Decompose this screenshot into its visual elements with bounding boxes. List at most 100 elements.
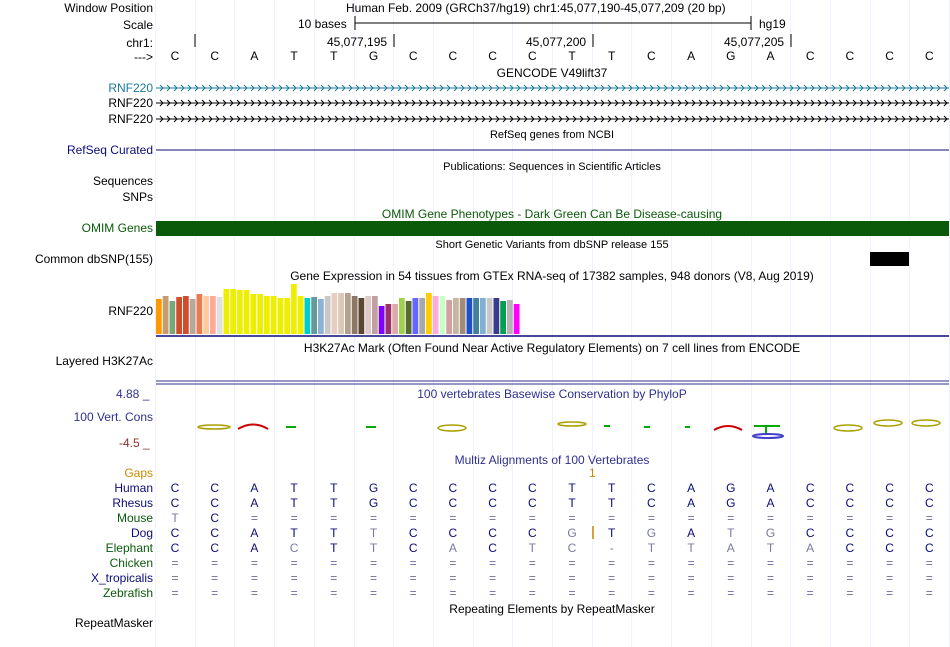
- alignment-base: =: [925, 571, 933, 585]
- gencode-strand-chevron: [614, 99, 619, 107]
- gencode-strand-chevron: [593, 115, 598, 123]
- alignment-base: =: [449, 586, 457, 600]
- gtex-bar-chart[interactable]: [0, 0, 950, 340]
- gencode-strand-chevron: [320, 84, 325, 92]
- gencode-strand-chevron: [467, 115, 472, 123]
- alignment-base: =: [687, 511, 695, 525]
- species-label-mouse[interactable]: Mouse: [116, 511, 153, 525]
- gencode-title: GENCODE V49lift37: [496, 66, 608, 80]
- gencode-strand-chevron: [600, 115, 605, 123]
- h3k27ac-label[interactable]: Layered H3K27Ac: [55, 354, 153, 368]
- gencode-strand-chevron: [873, 99, 878, 107]
- sequence-base: C: [488, 49, 497, 63]
- gencode-strand-chevron: [523, 84, 528, 92]
- gtex-tissue-bar: [311, 297, 317, 334]
- publications-snps-label[interactable]: SNPs: [122, 190, 153, 204]
- species-label-human[interactable]: Human: [114, 481, 153, 495]
- gtex-tissue-bar: [257, 294, 263, 334]
- gencode-strand-chevron: [390, 99, 395, 107]
- alignment-base: C: [408, 526, 418, 540]
- species-label-rhesus[interactable]: Rhesus: [112, 496, 153, 510]
- gtex-tissue-bar: [338, 293, 344, 334]
- alignment-base: =: [528, 586, 536, 600]
- gencode-track-1-label[interactable]: RNF220: [108, 81, 153, 95]
- gtex-tissue-bar: [230, 289, 236, 334]
- coord-1: 45,077,195: [327, 35, 388, 49]
- alignment-base: C: [170, 541, 180, 555]
- alignment-base: A: [726, 541, 735, 555]
- omim-gene-bar[interactable]: [156, 221, 949, 236]
- species-label-dog[interactable]: Dog: [130, 526, 153, 540]
- omim-label[interactable]: OMIM Genes: [81, 221, 153, 235]
- gencode-strand-chevron: [355, 115, 360, 123]
- alignment-base: =: [608, 586, 616, 600]
- gtex-tissue-bar: [358, 298, 365, 334]
- gencode-strand-chevron: [201, 115, 206, 123]
- gencode-strand-chevron: [656, 115, 661, 123]
- species-label-chicken[interactable]: Chicken: [109, 556, 153, 570]
- gencode-strand-chevron: [691, 84, 696, 92]
- phylop-wiggle[interactable]: [0, 0, 950, 450]
- alignment-base: C: [885, 526, 894, 540]
- publications-sequences-label[interactable]: Sequences: [92, 174, 153, 188]
- gencode-strand-chevron: [873, 84, 878, 92]
- gencode-strand-chevron: [740, 115, 745, 123]
- gap-marker: 1: [589, 466, 596, 480]
- dbsnp-label[interactable]: Common dbSNP(155): [34, 252, 153, 266]
- gencode-strand-chevron: [943, 115, 948, 123]
- gencode-strand-chevron: [621, 115, 626, 123]
- gtex-tissue-bar: [264, 296, 270, 334]
- gencode-strand-chevron: [824, 84, 829, 92]
- alignment-base: G: [726, 496, 736, 510]
- gencode-track-3-label[interactable]: RNF220: [108, 112, 153, 126]
- gencode-strand-chevron: [852, 99, 857, 107]
- gencode-strand-chevron: [838, 115, 843, 123]
- alignment-base: =: [211, 586, 219, 600]
- gencode-strand-chevron: [887, 99, 892, 107]
- gencode-strand-chevron: [845, 115, 850, 123]
- gencode-strand-chevron: [194, 84, 199, 92]
- gencode-strand-chevron: [173, 99, 178, 107]
- gencode-strand-chevron: [677, 115, 682, 123]
- gencode-strand-chevron: [607, 99, 612, 107]
- gaps-label[interactable]: Gaps: [124, 466, 153, 480]
- species-label-elephant[interactable]: Elephant: [105, 541, 153, 555]
- species-label-x_tropicalis[interactable]: X_tropicalis: [90, 571, 153, 585]
- gencode-strand-chevron: [208, 99, 213, 107]
- window-position-label: Window Position: [64, 1, 153, 15]
- gencode-strand-chevron: [509, 84, 514, 92]
- alignment-base: C: [845, 481, 855, 495]
- sequence-base: T: [330, 49, 338, 63]
- gencode-strand-chevron: [166, 99, 171, 107]
- alignment-base: T: [608, 481, 616, 495]
- gridline: [710, 0, 712, 647]
- dbsnp-variant[interactable]: [870, 252, 909, 266]
- gtex-tissue-bar: [507, 300, 513, 334]
- gencode-strand-chevron: [922, 115, 927, 123]
- gencode-strand-chevron: [278, 115, 283, 123]
- alignment-base: C: [845, 541, 855, 555]
- species-label-zebrafish[interactable]: Zebrafish: [102, 586, 153, 600]
- gencode-strand-chevron: [341, 115, 346, 123]
- gtex-label[interactable]: RNF220: [108, 304, 153, 318]
- phylop-label[interactable]: 100 Vert. Cons: [73, 410, 153, 424]
- alignment-base: =: [608, 511, 616, 525]
- gencode-transcripts[interactable]: [0, 0, 950, 140]
- gencode-strand-chevron: [754, 84, 759, 92]
- alignment-base: =: [171, 571, 179, 585]
- alignment-base: =: [806, 571, 814, 585]
- alignment-base: =: [409, 511, 417, 525]
- gencode-strand-chevron: [425, 99, 430, 107]
- gencode-track-2-label[interactable]: RNF220: [108, 96, 153, 110]
- alignment-base: =: [369, 511, 377, 525]
- alignment-base: =: [568, 556, 576, 570]
- refseq-label[interactable]: RefSeq Curated: [66, 143, 153, 157]
- gencode-strand-chevron: [516, 84, 521, 92]
- gencode-strand-chevron: [523, 115, 528, 123]
- refseq-track-line[interactable]: [0, 0, 950, 160]
- alignment-base: =: [846, 556, 854, 570]
- repeatmasker-label[interactable]: RepeatMasker: [74, 616, 153, 630]
- gencode-strand-chevron: [411, 115, 416, 123]
- gencode-strand-chevron: [705, 99, 710, 107]
- strand-arrow-label[interactable]: --->: [134, 50, 153, 64]
